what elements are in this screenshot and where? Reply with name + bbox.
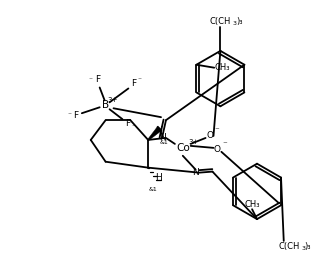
Polygon shape: [147, 126, 162, 140]
Text: )₃: )₃: [236, 17, 242, 26]
Text: N: N: [192, 168, 199, 177]
Text: ⁻: ⁻: [89, 75, 93, 84]
Text: H: H: [155, 126, 162, 134]
Text: )₃: )₃: [304, 242, 311, 251]
Text: ⁻: ⁻: [137, 75, 141, 84]
Text: CH₃: CH₃: [215, 63, 230, 72]
Text: ⁻: ⁻: [222, 140, 227, 149]
Text: N: N: [159, 133, 165, 143]
Text: F: F: [95, 75, 100, 84]
Text: O: O: [206, 132, 213, 140]
Text: &1: &1: [160, 140, 168, 146]
Text: F: F: [125, 119, 130, 128]
Text: &1: &1: [149, 187, 158, 192]
Text: F: F: [73, 111, 78, 120]
Text: Co: Co: [176, 143, 190, 153]
Text: B: B: [102, 100, 109, 110]
Text: ⁻: ⁻: [67, 111, 71, 120]
Text: C(CH: C(CH: [210, 17, 231, 26]
Text: F: F: [131, 79, 136, 88]
Text: 3: 3: [232, 21, 236, 26]
Text: ⁻: ⁻: [214, 126, 219, 136]
Text: 3: 3: [301, 246, 305, 251]
Text: O: O: [214, 145, 221, 154]
Text: H: H: [155, 173, 162, 182]
Text: CH₃: CH₃: [244, 200, 260, 209]
Text: ⁻: ⁻: [131, 123, 135, 132]
Text: 3+: 3+: [107, 97, 118, 103]
Text: C(CH: C(CH: [279, 242, 301, 251]
Text: 3+: 3+: [188, 139, 199, 145]
